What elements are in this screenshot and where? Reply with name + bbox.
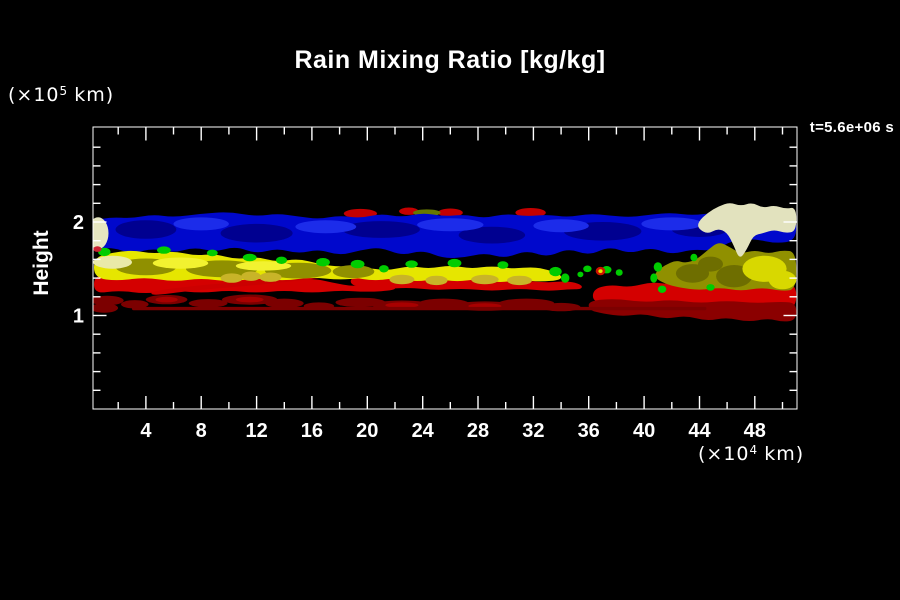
yellow-right bbox=[768, 270, 797, 290]
dark-red-blob bbox=[93, 295, 124, 306]
x-tick-label: 24 bbox=[412, 420, 435, 442]
red-cap bbox=[343, 208, 377, 219]
tan-ball bbox=[259, 272, 282, 282]
blue-bright bbox=[173, 217, 229, 231]
axis-ticks bbox=[93, 127, 797, 409]
green-speck bbox=[447, 258, 462, 268]
x-axis-unit-label: (×104 km) bbox=[698, 443, 805, 465]
x-tick-label: 16 bbox=[301, 420, 323, 442]
speck-yellow-core bbox=[598, 269, 603, 273]
dark-red-blob bbox=[498, 298, 555, 308]
green-speck bbox=[350, 259, 365, 269]
blue-bright bbox=[641, 217, 703, 231]
y-tick-label: 2 bbox=[73, 212, 84, 234]
blue-bright bbox=[417, 218, 484, 232]
x-tick-label: 48 bbox=[744, 420, 766, 442]
x-tick-label: 28 bbox=[467, 420, 489, 442]
green-speck bbox=[561, 273, 570, 283]
green-speck bbox=[657, 285, 667, 293]
time-annotation: t=5.6e+06 s bbox=[809, 119, 894, 136]
contour-field bbox=[93, 203, 797, 322]
green-speck bbox=[650, 273, 658, 283]
red-cap bbox=[437, 208, 463, 217]
tan-ball bbox=[241, 271, 261, 281]
blue-dark bbox=[220, 223, 293, 243]
tan-ball bbox=[389, 274, 415, 285]
green-speck bbox=[379, 265, 389, 273]
green-speck bbox=[583, 265, 592, 273]
x-tick-label: 12 bbox=[245, 420, 267, 442]
green-speck bbox=[206, 249, 218, 257]
yellow-highlight bbox=[235, 261, 292, 271]
tan-ball bbox=[220, 273, 243, 283]
x-tick-label: 44 bbox=[688, 420, 711, 442]
cream-mushroom bbox=[698, 203, 797, 257]
green-speck bbox=[706, 284, 715, 291]
green-speck bbox=[577, 271, 584, 278]
y-tick-label: 1 bbox=[73, 306, 84, 328]
green-speck bbox=[690, 253, 698, 262]
green-speck bbox=[405, 260, 418, 268]
x-tick-label: 32 bbox=[522, 420, 544, 442]
plot-frame bbox=[92, 126, 798, 410]
green-speck bbox=[615, 269, 623, 276]
green-speck bbox=[497, 261, 509, 269]
green-speck bbox=[653, 262, 663, 272]
green-speck bbox=[549, 266, 562, 277]
x-tick-label: 20 bbox=[356, 420, 378, 442]
dark-red-blob bbox=[93, 303, 119, 313]
dark-red-blob bbox=[188, 299, 228, 308]
olive-dark-patch bbox=[698, 256, 723, 272]
y-axis-unit-label: (×105 km) bbox=[8, 84, 115, 106]
blue-bright bbox=[533, 219, 589, 233]
mid-red-core bbox=[385, 302, 419, 309]
dark-red-right bbox=[588, 299, 797, 322]
dark-red-blob bbox=[121, 300, 149, 309]
dark-red-blob bbox=[264, 298, 304, 308]
tan-ball bbox=[471, 274, 499, 285]
blue-dark bbox=[115, 220, 177, 239]
yellow-highlight bbox=[152, 257, 209, 269]
green-speck bbox=[316, 258, 330, 267]
red-cap bbox=[515, 208, 546, 218]
blue-dark bbox=[342, 221, 420, 238]
mid-red-core bbox=[155, 296, 178, 303]
x-tick-label: 8 bbox=[196, 420, 207, 442]
green-speck bbox=[157, 246, 171, 254]
mid-red-core bbox=[235, 296, 264, 303]
red-speck bbox=[93, 246, 102, 252]
green-speck bbox=[242, 253, 257, 262]
blue-bright bbox=[295, 220, 357, 234]
x-tick-label: 40 bbox=[633, 420, 655, 442]
cream-highlight bbox=[93, 255, 132, 269]
x-tick-label: 36 bbox=[578, 420, 600, 442]
olive-patch bbox=[332, 265, 375, 279]
green-speck bbox=[276, 256, 287, 264]
tan-ball bbox=[507, 275, 532, 286]
page-title: Rain Mixing Ratio [kg/kg] bbox=[294, 46, 606, 74]
blue-dark bbox=[458, 226, 526, 244]
dark-red-line bbox=[132, 306, 707, 311]
tan-ball bbox=[425, 275, 448, 286]
x-tick-label: 4 bbox=[140, 420, 152, 442]
